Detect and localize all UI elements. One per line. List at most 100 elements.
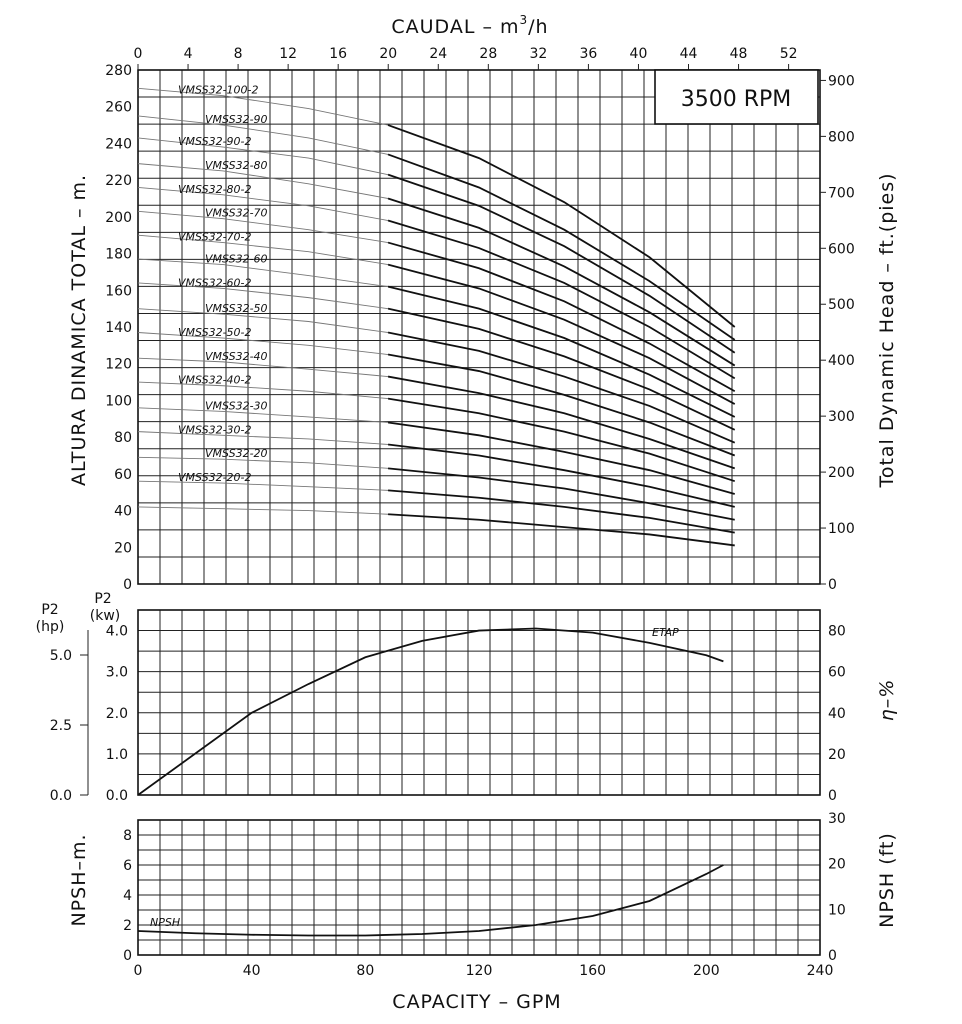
gpm-tick: 40: [243, 963, 261, 979]
head-curve-light: [137, 137, 389, 176]
hp-tick: 5.0: [50, 648, 72, 664]
kw-tick: 3.0: [106, 665, 128, 681]
head-curve-light: [137, 431, 389, 445]
head-curve: [387, 197, 736, 367]
head-curve: [387, 124, 736, 328]
head-curve-light: [137, 381, 389, 400]
top-axis-tick: 32: [529, 46, 547, 62]
gpm-tick: 0: [134, 963, 143, 979]
head-curve: [387, 219, 736, 380]
top-axis-tick: 40: [630, 46, 648, 62]
head-grid-frame: [137, 69, 821, 585]
head-curve-light: [137, 308, 389, 333]
head-m-tick: 200: [105, 210, 132, 226]
p2-hp-label: P2: [41, 602, 58, 618]
npsh-ft-tick: 0: [828, 948, 837, 964]
eff-tick: 20: [828, 747, 846, 763]
head-curve-label: VMSS32-70-2: [178, 231, 252, 244]
top-axis-tick: 24: [429, 46, 447, 62]
eff-tick: 80: [828, 624, 846, 640]
etap-curve-label: ETAP: [652, 626, 679, 639]
top-axis-title-sup: 3: [520, 13, 529, 27]
head-curve-light: [137, 480, 389, 491]
npsh-right-axis-title: NPSH (ft): [876, 832, 898, 928]
head-curve: [387, 375, 736, 470]
head-curve-label: VMSS32-80-2: [178, 183, 252, 196]
npsh-ft-tick: 30: [828, 811, 846, 827]
head-m-tick: 120: [105, 357, 132, 373]
bottom-axis-title: CAPACITY – GPM: [392, 991, 561, 1013]
head-curve-light: [137, 282, 389, 310]
npsh-ft-tick: 20: [828, 857, 846, 873]
head-curve: [387, 153, 736, 341]
head-curve-label: VMSS32-20-2: [178, 471, 252, 484]
head-curve-light: [137, 407, 389, 423]
top-axis-tick: 16: [329, 46, 347, 62]
etap-curve: [137, 627, 724, 796]
top-axis-tick: 8: [234, 46, 243, 62]
head-ft-tick: 0: [828, 577, 837, 593]
head-curve-light: [137, 506, 389, 515]
p2-kw-label: P2: [94, 591, 111, 607]
head-curve: [387, 241, 736, 393]
head-curve-label: VMSS32-50: [205, 302, 268, 315]
head-ft-tick: 900: [828, 73, 855, 89]
npsh-m-tick: 8: [123, 828, 132, 844]
head-m-tick: 160: [105, 283, 132, 299]
top-axis-tick: 48: [730, 46, 748, 62]
head-m-tick: 80: [114, 430, 132, 446]
head-ft-tick: 200: [828, 465, 855, 481]
top-axis-tick: 4: [184, 46, 193, 62]
npsh-m-tick: 4: [123, 888, 132, 904]
head-m-tick: 180: [105, 247, 132, 263]
head-m-tick: 220: [105, 173, 132, 189]
head-curve: [387, 263, 736, 405]
tick-layer: 0204060801001201401601802002202402602800…: [50, 46, 855, 979]
head-curve: [387, 443, 735, 508]
kw-tick: 0.0: [106, 788, 128, 804]
head-curve-label: VMSS32-80: [205, 159, 268, 172]
kw-tick: 2.0: [106, 706, 128, 722]
head-curve-label: VMSS32-20: [205, 447, 268, 460]
head-curve-light: [137, 163, 389, 199]
head-curve-light: [137, 456, 389, 469]
head-ft-tick: 100: [828, 521, 855, 537]
head-curve: [387, 353, 736, 457]
top-axis-tick: 12: [279, 46, 297, 62]
head-curve-label: VMSS32-60-2: [178, 276, 252, 289]
head-curve-light: [137, 115, 389, 155]
kw-tick: 1.0: [106, 747, 128, 763]
top-axis-tick: 36: [580, 46, 598, 62]
top-axis-tick: 44: [680, 46, 698, 62]
curve-layer: VMSS32-100-2 VMSS32-90 VMSS32-90-2 VMSS32-8…: [137, 84, 736, 937]
npsh-m-tick: 0: [123, 948, 132, 964]
head-m-tick: 0: [123, 577, 132, 593]
head-curve-label: VMSS32-30: [205, 399, 268, 412]
npsh-m-tick: 2: [123, 918, 132, 934]
gpm-tick: 120: [466, 963, 493, 979]
head-m-tick: 60: [114, 467, 132, 483]
rpm-annotation: 3500 RPM: [681, 87, 792, 112]
power-grid-frame: [137, 609, 821, 796]
head-m-tick: 240: [105, 136, 132, 152]
rpm-box: [654, 69, 819, 125]
head-curve-light: [137, 210, 389, 244]
head-ft-tick: 600: [828, 241, 855, 257]
head-m-tick: 260: [105, 100, 132, 116]
top-axis-title-main: CAUDAL – m: [391, 16, 519, 38]
head-ft-tick: 800: [828, 129, 855, 145]
head-curve-label: VMSS32-100-2: [178, 84, 259, 97]
top-axis-tick: 20: [379, 46, 397, 62]
head-curve: [387, 421, 735, 495]
head-m-tick: 100: [105, 393, 132, 409]
head-curve: [387, 331, 736, 444]
gpm-tick: 240: [807, 963, 834, 979]
top-axis-tick: 52: [780, 46, 798, 62]
npsh-m-tick: 6: [123, 858, 132, 874]
eff-tick: 40: [828, 706, 846, 722]
npsh-left-axis-title: NPSH–m.: [68, 833, 90, 926]
eff-tick: 60: [828, 665, 846, 681]
gpm-tick: 200: [693, 963, 720, 979]
head-curve: [387, 173, 736, 354]
top-axis-title: CAUDAL – m3/h: [391, 13, 548, 38]
